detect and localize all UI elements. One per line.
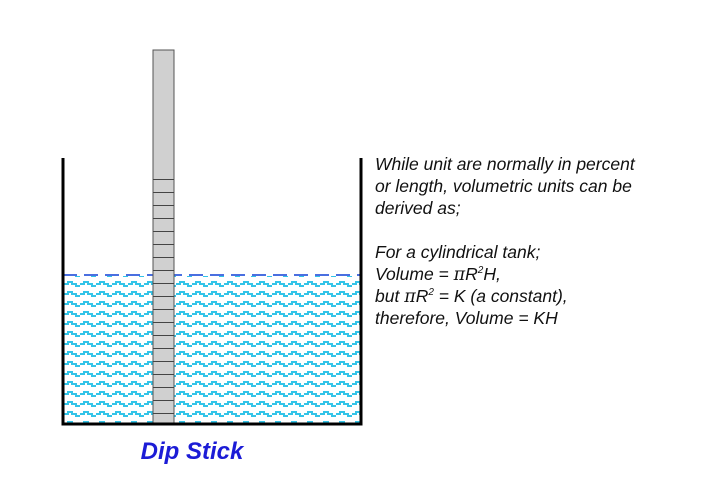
formula-heading: For a cylindrical tank; <box>375 242 541 262</box>
volume-formula: Volume = πR2H, <box>375 264 501 285</box>
intro-line-2: or length, volumetric units can be <box>375 176 632 196</box>
tank-wall <box>61 158 363 426</box>
dip-stick-caption: Dip Stick <box>140 438 244 465</box>
paragraph-gap <box>375 219 705 241</box>
conclusion-line: therefore, Volume = KH <box>375 308 558 328</box>
tank-liquid <box>63 276 361 424</box>
exponent: 2 <box>428 287 434 298</box>
pi-symbol: π <box>404 287 416 307</box>
dip-stick <box>152 49 175 425</box>
pi-symbol: π <box>453 265 466 285</box>
intro-line-1: While unit are normally in percent <box>375 154 635 174</box>
exponent: 2 <box>477 265 484 276</box>
volume-explanation: While unit are normally in percent or le… <box>375 153 705 329</box>
intro-line-3: derived as; <box>375 198 461 218</box>
constant-formula: but πR2 = K (a constant), <box>375 286 568 307</box>
dip-stick-graduations <box>153 179 174 414</box>
